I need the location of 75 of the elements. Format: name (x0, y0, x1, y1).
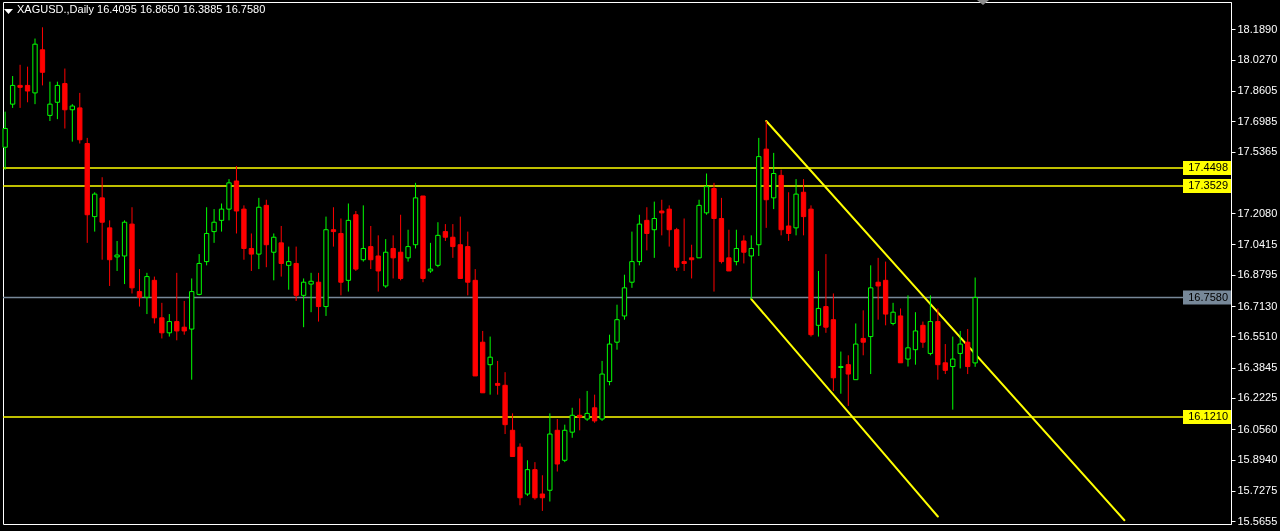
candlestick (211, 208, 217, 244)
candlestick (577, 397, 583, 431)
candlestick (912, 311, 919, 366)
candlestick (890, 302, 896, 326)
candlestick (487, 336, 493, 396)
candlestick (733, 229, 740, 266)
ref-line-label: 16.1210 (1188, 409, 1228, 422)
y-tick-label: 16.5510 (1237, 329, 1278, 342)
candlestick (330, 206, 337, 248)
chart-title: XAGUSD.,Daily 16.4095 16.8650 16.3885 16.7580 (17, 3, 266, 15)
candlestick (54, 81, 61, 120)
candlestick (47, 81, 53, 122)
candlestick (741, 234, 747, 264)
candlestick (390, 234, 396, 279)
ref-line-label: 17.3529 (1188, 179, 1228, 192)
candlestick (136, 268, 143, 308)
candlestick (629, 231, 635, 289)
candlestick (144, 272, 150, 315)
candlestick (286, 246, 292, 291)
candlestick (427, 242, 434, 274)
y-tick-label: 15.7275 (1237, 484, 1278, 497)
candlestick (688, 244, 695, 279)
candlestick (248, 232, 255, 272)
y-tick-label: 16.0560 (1237, 422, 1278, 435)
y-tick-label: 16.3845 (1237, 361, 1278, 374)
candlestick (300, 277, 307, 328)
candlestick (271, 232, 277, 281)
candlestick (405, 229, 411, 263)
y-tick-label: 15.8940 (1237, 453, 1278, 466)
candlestick (24, 66, 31, 103)
candlestick (308, 272, 314, 313)
candlestick (823, 253, 829, 334)
y-tick-label: 17.0415 (1237, 237, 1278, 250)
candlestick (875, 257, 881, 321)
candlestick (845, 354, 851, 407)
y-tick-label: 18.0270 (1237, 53, 1278, 66)
candlestick (92, 191, 98, 233)
candlestick (159, 302, 165, 339)
candlestick (166, 313, 172, 338)
candlestick (651, 201, 657, 259)
candlestick (785, 191, 792, 242)
candlestick (539, 474, 546, 512)
y-tick-label: 17.5365 (1237, 145, 1278, 158)
candlestick (644, 206, 650, 251)
candlestick (838, 351, 844, 395)
candlestick (114, 240, 120, 272)
candlestick (278, 225, 284, 278)
y-tick-label: 16.2225 (1237, 391, 1278, 404)
candlestick (905, 294, 911, 368)
candlestick (494, 360, 501, 396)
candlestick (614, 304, 620, 351)
candlestick (748, 234, 754, 300)
y-tick-label: 15.5655 (1237, 514, 1278, 527)
candlestick (950, 336, 956, 411)
candlestick (360, 204, 366, 263)
candlestick (9, 75, 16, 109)
y-tick-label: 16.8795 (1237, 268, 1278, 281)
candlestick (584, 390, 590, 422)
candlestick (218, 202, 225, 233)
candlestick (591, 394, 598, 424)
y-tick-label: 16.7130 (1237, 299, 1278, 312)
candlestick (860, 309, 866, 356)
candlestick (957, 330, 963, 369)
ref-line-label: 17.4498 (1188, 160, 1228, 173)
y-tick-label: 17.6985 (1237, 114, 1278, 127)
candlestick (39, 26, 46, 86)
y-tick-label: 18.1890 (1237, 22, 1278, 35)
candlestick (17, 64, 23, 109)
ref-line-label: 16.7580 (1188, 290, 1228, 303)
y-tick-label: 17.2080 (1237, 206, 1278, 219)
y-tick-label: 17.8605 (1237, 84, 1278, 97)
candlestick (815, 270, 822, 338)
candlestick (726, 229, 732, 272)
candlestick (920, 321, 926, 349)
candlestick (69, 103, 75, 143)
